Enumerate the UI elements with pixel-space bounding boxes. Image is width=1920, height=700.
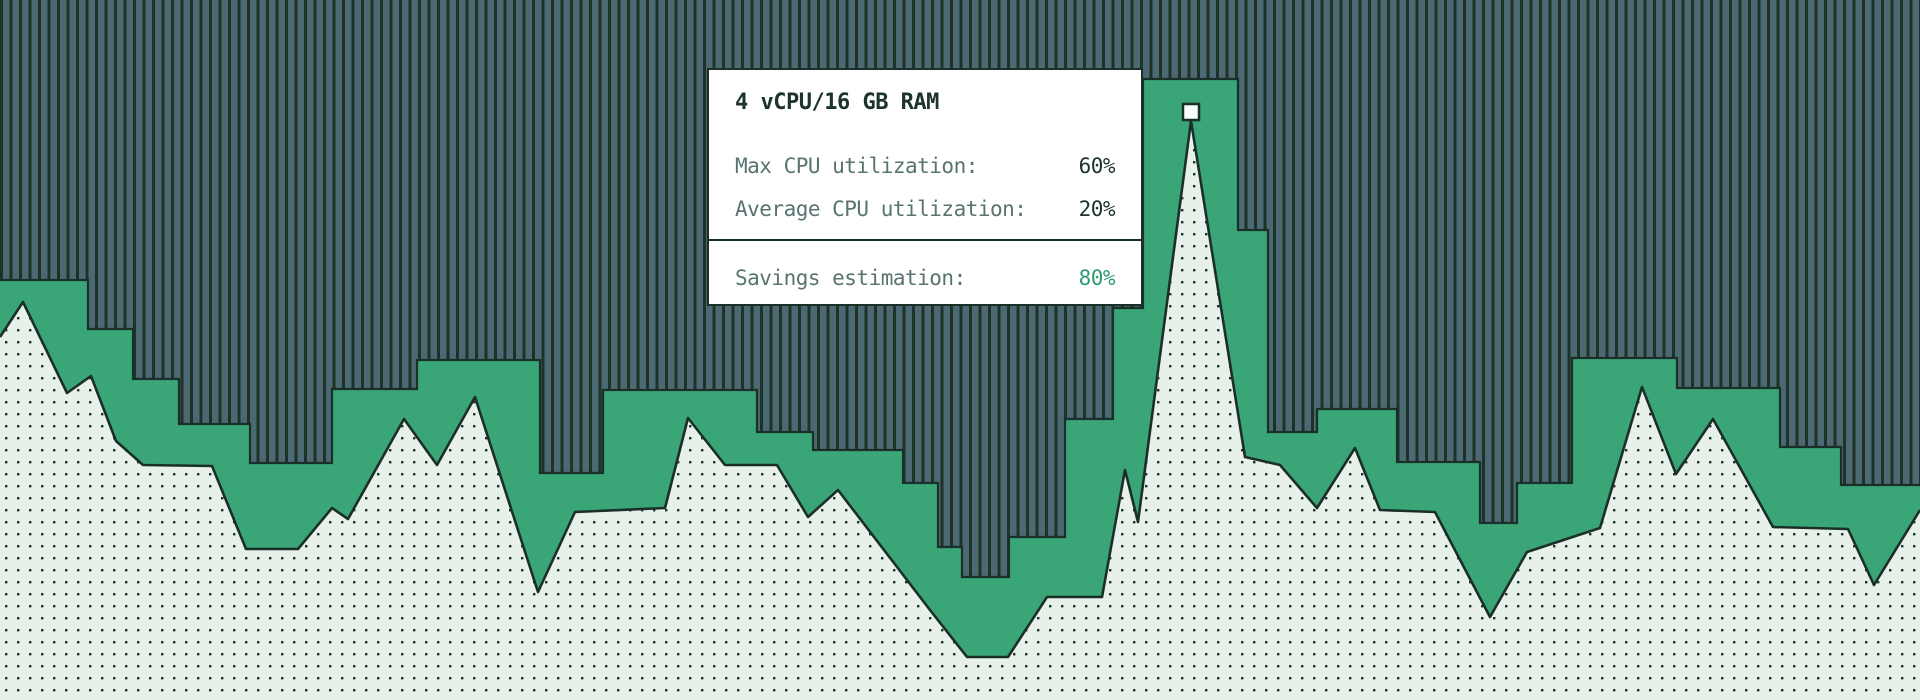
- allocation-step-line: [0, 77, 1920, 579]
- tooltip-row-max-cpu: Max CPU utilization: 60%: [735, 154, 1116, 180]
- tooltip-divider: [709, 239, 1141, 241]
- tooltip-title: 4 vCPU/16 GB RAM: [735, 90, 939, 115]
- savings-band-area: [0, 79, 1920, 657]
- max-cpu-label: Max CPU utilization:: [735, 154, 978, 178]
- peak-marker-handle[interactable]: [1181, 102, 1201, 122]
- savings-value: 80%: [1078, 266, 1116, 290]
- avg-cpu-value: 20%: [1078, 197, 1116, 221]
- tooltip-card: 4 vCPU/16 GB RAM Max CPU utilization: 60…: [707, 68, 1143, 306]
- savings-label: Savings estimation:: [735, 266, 966, 290]
- tooltip-row-avg-cpu: Average CPU utilization: 20%: [735, 197, 1116, 223]
- tooltip-row-savings: Savings estimation: 80%: [735, 266, 1116, 292]
- utilization-line: [0, 119, 1920, 659]
- avg-cpu-label: Average CPU utilization:: [735, 197, 1027, 221]
- max-cpu-value: 60%: [1078, 154, 1116, 178]
